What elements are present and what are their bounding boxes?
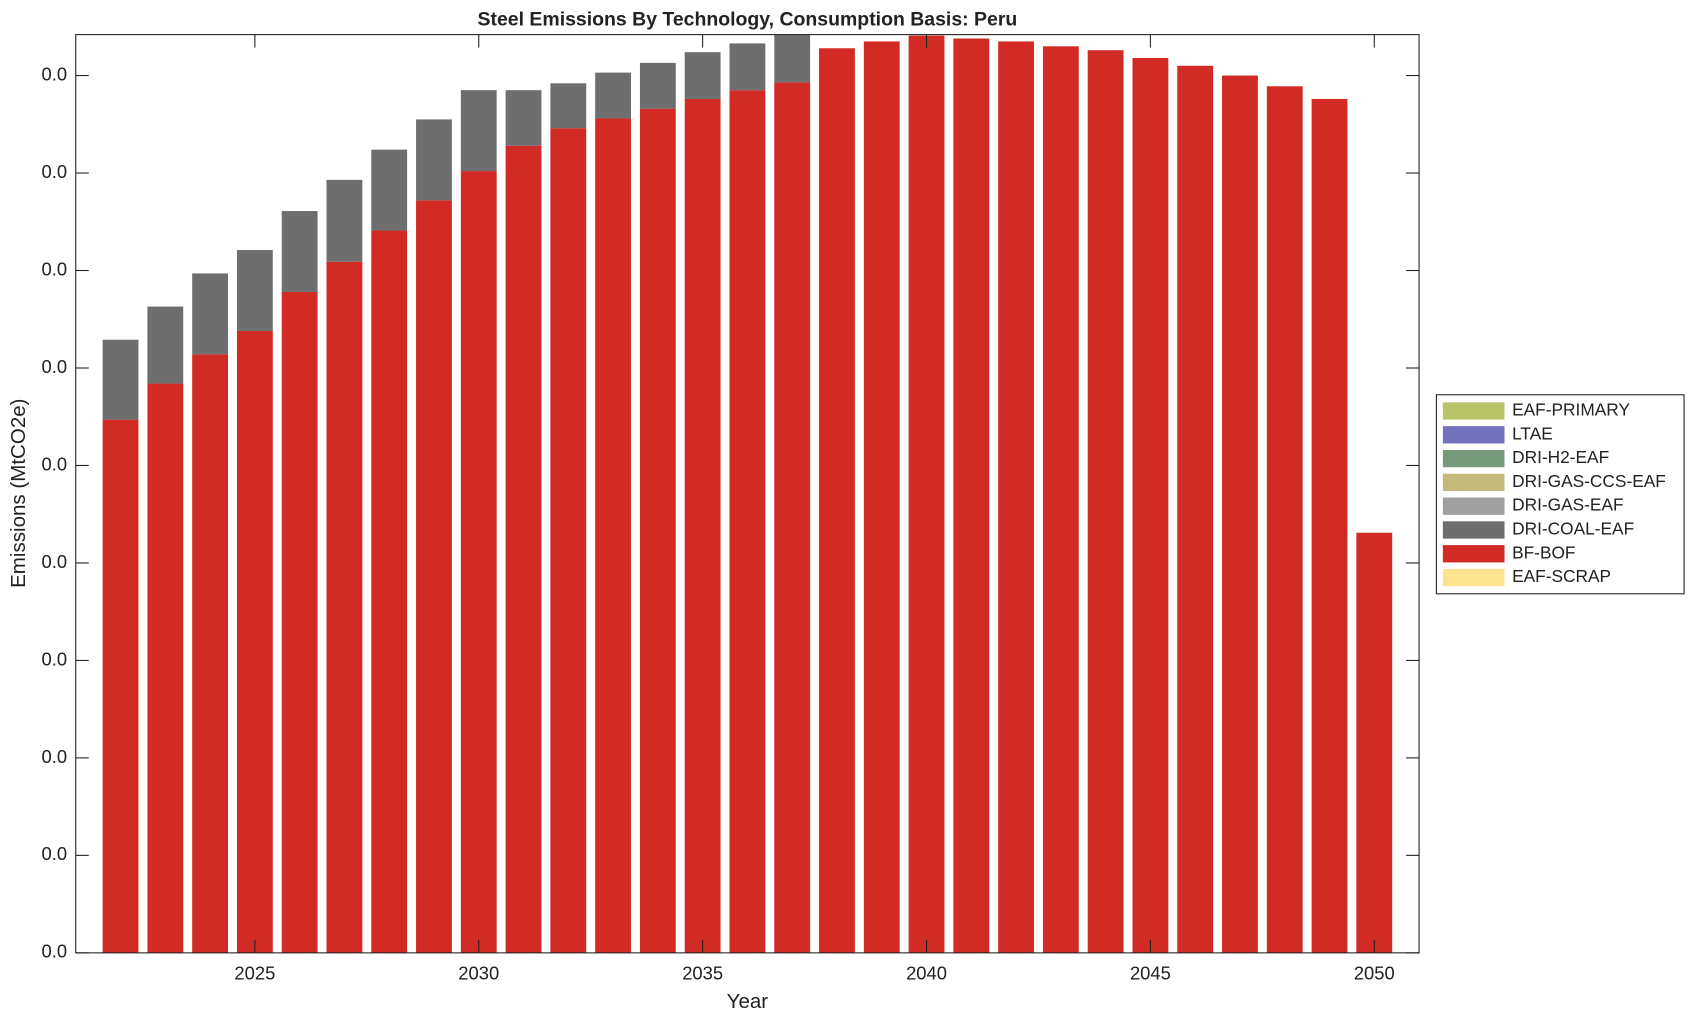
legend-label: LTAE (1512, 423, 1553, 443)
y-tick-label: 0.0 (42, 551, 68, 572)
y-tick-label: 0.0 (42, 843, 68, 864)
bar-segment (236, 250, 273, 331)
legend-swatch (1442, 473, 1505, 492)
legend-label: EAF-PRIMARY (1512, 400, 1630, 420)
bar-segment (908, 35, 945, 953)
bar-segment (1311, 98, 1348, 953)
y-tick-label: 0.0 (42, 941, 68, 962)
x-tick-label: 2045 (1130, 962, 1171, 983)
bar-segment (595, 118, 631, 953)
bar-segment (236, 330, 273, 953)
bar-segment (729, 43, 766, 91)
legend-swatch (1442, 521, 1505, 539)
bar-segment (953, 38, 990, 953)
bar-segment (326, 179, 363, 262)
y-tick-label: 0.0 (42, 648, 68, 669)
bar-segment (684, 52, 721, 99)
y-tick-label: 0.0 (42, 161, 68, 182)
chart-title: Steel Emissions By Technology, Consumpti… (478, 9, 1018, 31)
bar-segment (416, 200, 452, 953)
legend-swatch (1442, 545, 1505, 563)
legend-swatch (1442, 402, 1505, 420)
legend-swatch (1442, 497, 1505, 515)
x-tick-label: 2040 (906, 962, 947, 983)
y-axis-label: Emissions (MtCO2e) (7, 399, 30, 588)
bar-segment (1177, 65, 1214, 953)
bar-segment (371, 149, 408, 231)
bar-segment (550, 83, 587, 129)
bar-segment (1222, 75, 1258, 953)
x-axis-label: Year (727, 990, 769, 1013)
bar-segment (1042, 46, 1079, 953)
legend-label: EAF-SCRAP (1512, 566, 1611, 586)
x-tick-label: 2050 (1354, 962, 1395, 983)
legend-label: BF-BOF (1512, 542, 1575, 562)
x-tick-label: 2025 (234, 962, 275, 983)
x-tick-label: 2035 (682, 962, 723, 983)
bar-segment (819, 48, 855, 953)
bar-segment (416, 119, 452, 201)
y-tick-label: 0.0 (42, 746, 68, 767)
bar-segment (326, 261, 363, 953)
bar-segment (1132, 58, 1169, 953)
bar-segment (192, 273, 229, 355)
bar-segment (863, 41, 900, 953)
bar-segment (192, 354, 229, 953)
bar-segment (595, 72, 631, 119)
bar-segment (147, 383, 184, 953)
bar-segment (684, 98, 721, 953)
plot-frame (75, 34, 1420, 954)
bar-segment (639, 108, 676, 953)
bar-segment (102, 419, 139, 953)
bar-segment (1266, 86, 1303, 953)
legend-label: DRI-GAS-CCS-EAF (1512, 471, 1666, 491)
y-tick-label: 0.0 (42, 356, 68, 377)
bar-segment (550, 128, 587, 953)
bar-segment (505, 145, 542, 953)
legend-swatch (1442, 568, 1505, 587)
legend-swatch (1442, 449, 1505, 468)
bar-segment (371, 230, 408, 953)
bar-segment (505, 90, 542, 146)
bar-segment (1356, 532, 1393, 953)
y-tick-label: 0.0 (42, 453, 68, 474)
bar-segment (102, 339, 139, 420)
bar-segment (998, 41, 1034, 953)
bar-segment (1087, 50, 1124, 953)
bar-segment (774, 34, 811, 83)
bar-segment (774, 82, 811, 953)
y-tick-label: 0.0 (42, 258, 68, 279)
legend-label: DRI-H2-EAF (1512, 447, 1609, 467)
bar-segment (281, 291, 318, 953)
legend-swatch (1442, 426, 1505, 444)
bar-segment (281, 211, 318, 292)
bar-segment (729, 90, 766, 953)
legend-label: DRI-GAS-EAF (1512, 495, 1623, 515)
bar-segment (147, 306, 184, 384)
bar-segment (639, 62, 676, 109)
bars (102, 34, 1393, 953)
bar-segment (460, 90, 497, 172)
y-tick-label: 0.0 (42, 63, 68, 84)
x-tick-label: 2030 (458, 962, 499, 983)
legend-label: DRI-COAL-EAF (1512, 519, 1634, 539)
bar-segment (460, 171, 497, 953)
